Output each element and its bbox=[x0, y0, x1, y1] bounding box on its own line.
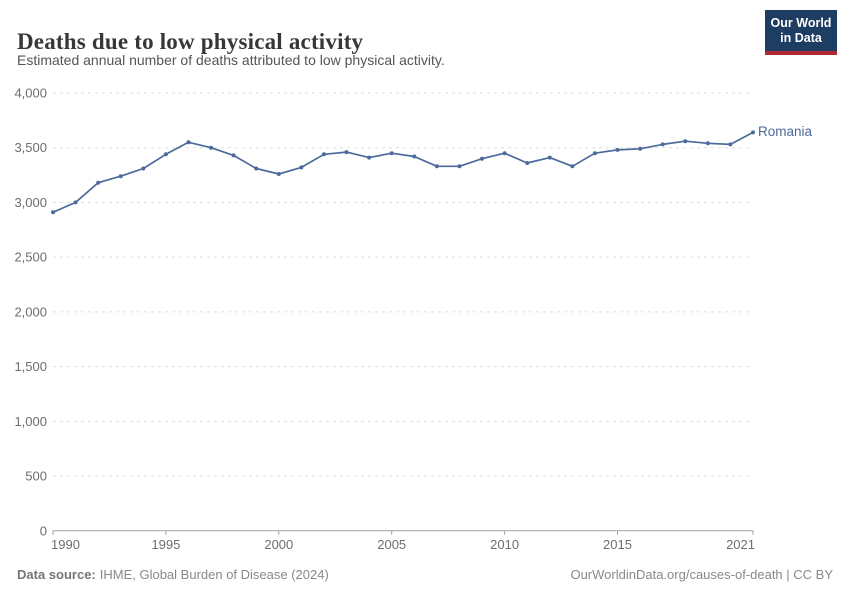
data-point[interactable] bbox=[141, 166, 146, 171]
data-point[interactable] bbox=[547, 155, 552, 160]
data-point[interactable] bbox=[434, 164, 439, 169]
series-label-romania[interactable]: Romania bbox=[758, 124, 813, 139]
x-tick-label: 2021 bbox=[726, 537, 755, 552]
y-tick-label: 4,000 bbox=[14, 86, 47, 101]
data-point[interactable] bbox=[683, 139, 688, 144]
data-point[interactable] bbox=[457, 164, 462, 169]
data-point[interactable] bbox=[254, 166, 259, 171]
x-tick-label: 2000 bbox=[264, 537, 293, 552]
data-point[interactable] bbox=[592, 151, 597, 156]
data-point[interactable] bbox=[389, 151, 394, 156]
y-tick-label: 3,500 bbox=[14, 140, 47, 155]
data-point[interactable] bbox=[570, 164, 575, 169]
y-tick-label: 2,000 bbox=[14, 304, 47, 319]
x-tick-label: 2005 bbox=[377, 537, 406, 552]
x-tick-label: 2010 bbox=[490, 537, 519, 552]
data-point[interactable] bbox=[615, 147, 620, 152]
data-point[interactable] bbox=[660, 142, 665, 147]
data-point[interactable] bbox=[51, 210, 55, 215]
owid-logo-line2: in Data bbox=[780, 30, 822, 45]
data-point[interactable] bbox=[751, 130, 755, 135]
y-tick-label: 0 bbox=[40, 523, 47, 538]
attribution-link[interactable]: OurWorldinData.org/causes-of-death | CC … bbox=[570, 567, 833, 582]
owid-logo: Our World in Data bbox=[765, 10, 837, 55]
page-subtitle: Estimated annual number of deaths attrib… bbox=[17, 52, 445, 68]
data-point[interactable] bbox=[344, 150, 349, 155]
data-point[interactable] bbox=[322, 152, 326, 157]
data-point[interactable] bbox=[73, 200, 78, 205]
x-tick-label: 1990 bbox=[51, 537, 80, 552]
data-point[interactable] bbox=[705, 141, 710, 146]
data-source-label: Data source: bbox=[17, 567, 96, 582]
y-tick-label: 2,500 bbox=[14, 250, 47, 265]
data-point[interactable] bbox=[209, 145, 214, 150]
data-point[interactable] bbox=[638, 146, 643, 151]
owid-logo-line1: Our World bbox=[770, 16, 832, 30]
y-tick-label: 1,500 bbox=[14, 359, 47, 374]
y-tick-label: 3,000 bbox=[14, 195, 47, 210]
x-tick-label: 1995 bbox=[151, 537, 180, 552]
y-tick-label: 500 bbox=[25, 469, 47, 484]
data-point[interactable] bbox=[412, 154, 417, 159]
data-point[interactable] bbox=[480, 156, 484, 161]
data-point[interactable] bbox=[299, 165, 304, 170]
data-point[interactable] bbox=[231, 153, 236, 158]
data-point[interactable] bbox=[276, 172, 281, 176]
chart-footer: Data source: IHME, Global Burden of Disea… bbox=[0, 567, 850, 582]
y-tick-label: 1,000 bbox=[14, 414, 47, 429]
series-line[interactable] bbox=[52, 131, 754, 214]
data-point[interactable] bbox=[118, 174, 123, 179]
data-point[interactable] bbox=[96, 180, 101, 185]
data-point[interactable] bbox=[502, 151, 507, 156]
data-point[interactable] bbox=[163, 152, 168, 157]
x-tick-label: 2015 bbox=[603, 537, 632, 552]
data-point[interactable] bbox=[728, 142, 733, 147]
data-point[interactable] bbox=[367, 155, 372, 160]
data-source: Data source: IHME, Global Burden of Disea… bbox=[17, 567, 329, 582]
data-point[interactable] bbox=[186, 140, 191, 145]
data-source-text: IHME, Global Burden of Disease (2024) bbox=[99, 567, 329, 582]
data-point[interactable] bbox=[525, 161, 530, 165]
page-title: Deaths due to low physical activity bbox=[17, 29, 364, 55]
